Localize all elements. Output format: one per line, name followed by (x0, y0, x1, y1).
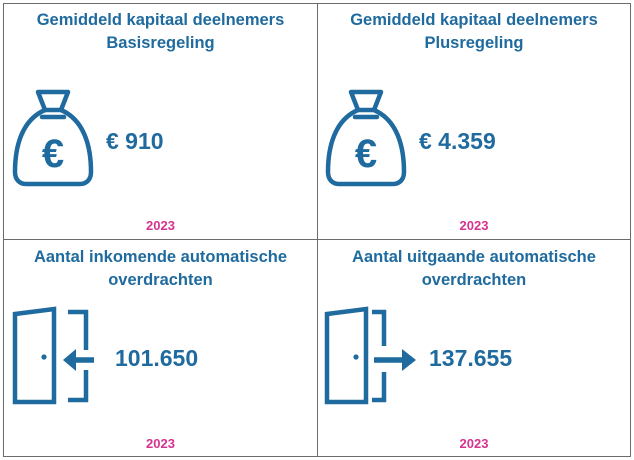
svg-text:€: € (42, 132, 64, 176)
panel-year: 2023 (146, 218, 175, 233)
panel-title: Gemiddeld kapitaal deelnemers Plusregeli… (318, 9, 630, 55)
panel-title-line1: Aantal uitgaande automatische (352, 248, 596, 266)
panel-title: Gemiddeld kapitaal deelnemers Basisregel… (4, 9, 317, 55)
panel-value: 101.650 (115, 345, 199, 371)
panel-title: Aantal uitgaande automatische overdracht… (318, 246, 630, 292)
panel-value: € 910 (106, 128, 164, 154)
money-bag-euro-icon: € (325, 89, 407, 187)
panel-year: 2023 (459, 218, 489, 233)
panel-title-line2: overdrachten (421, 271, 527, 289)
door-arrow-out-icon (324, 306, 416, 405)
money-bag-euro-icon: € (12, 89, 94, 187)
svg-text:€: € (355, 132, 377, 176)
panel-title-line1: Aantal inkomende automatische (33, 248, 288, 266)
panel-year: 2023 (146, 436, 175, 451)
panel-title-line1: Gemiddeld kapitaal deelnemers (36, 11, 285, 29)
panel-uitgaande-overdrachten: Aantal uitgaande automatische overdracht… (318, 240, 630, 456)
panel-basisregeling: Gemiddeld kapitaal deelnemers Basisregel… (4, 4, 318, 240)
panel-title-line2: Basisregeling (106, 34, 215, 52)
panel-year: 2023 (459, 436, 489, 451)
panel-value: 137.655 (429, 345, 513, 371)
panel-title-line2: overdrachten (108, 271, 213, 289)
panel-inkomende-overdrachten: Aantal inkomende automatische overdracht… (4, 240, 318, 456)
panel-title-line2: Plusregeling (424, 34, 524, 52)
panel-title-line1: Gemiddeld kapitaal deelnemers (350, 11, 598, 29)
infographic-grid: Gemiddeld kapitaal deelnemers Basisregel… (3, 3, 631, 457)
door-arrow-in-icon (12, 306, 94, 405)
panel-value: € 4.359 (419, 128, 496, 154)
panel-title: Aantal inkomende automatische overdracht… (4, 246, 317, 292)
panel-plusregeling: Gemiddeld kapitaal deelnemers Plusregeli… (318, 4, 630, 240)
